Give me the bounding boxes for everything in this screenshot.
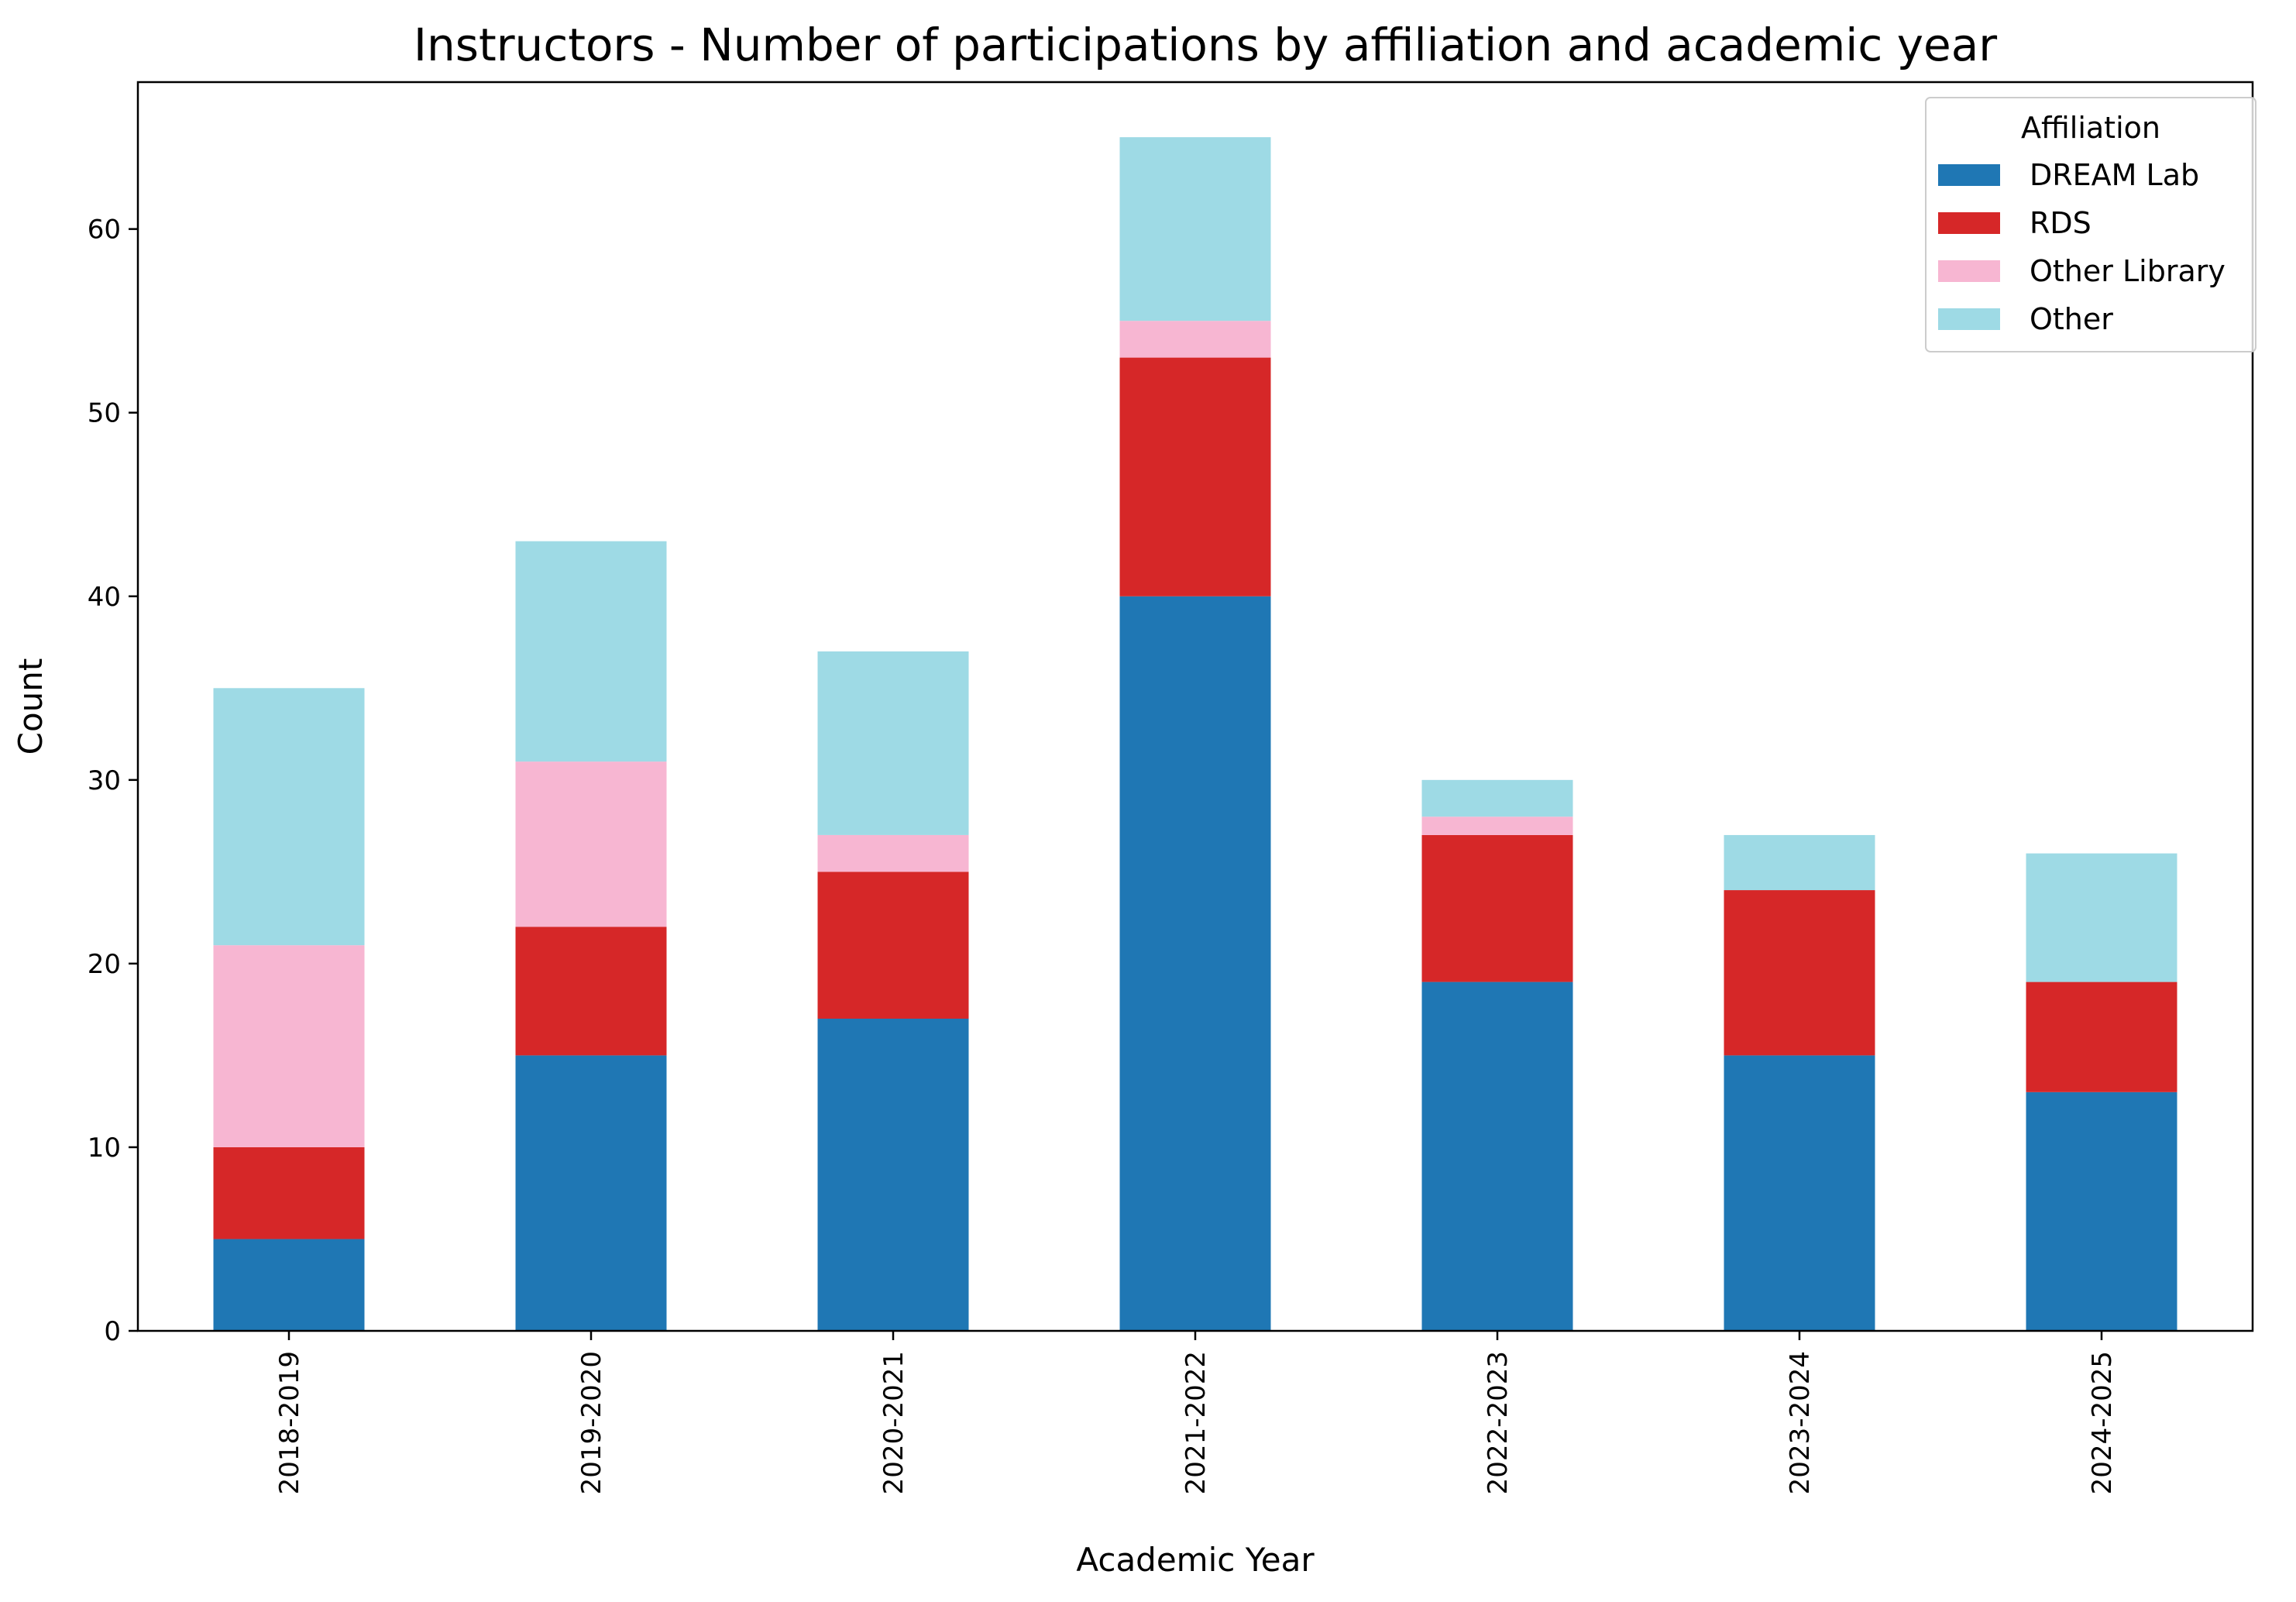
bars-group xyxy=(213,137,2177,1331)
bar-2019-2020-other xyxy=(515,541,667,762)
bar-2022-2023-other-library xyxy=(1421,816,1573,835)
x-tick-label: 2021-2022 xyxy=(1181,1351,1212,1494)
legend-swatch xyxy=(1938,212,2000,234)
x-tick-label: 2020-2021 xyxy=(878,1351,909,1494)
x-tick-label: 2022-2023 xyxy=(1483,1351,1514,1494)
y-axis-label: Count xyxy=(12,658,50,755)
bar-2023-2024-other xyxy=(1724,834,1875,891)
y-tick-label: 60 xyxy=(88,215,121,246)
legend-swatch xyxy=(1938,308,2000,330)
bar-2023-2024-dream-lab xyxy=(1724,1055,1875,1331)
bar-2022-2023-other xyxy=(1421,779,1573,817)
legend-box xyxy=(1925,97,2256,352)
bar-2023-2024-rds xyxy=(1724,890,1875,1056)
bar-2021-2022-other-library xyxy=(1119,321,1271,358)
y-tick-label: 50 xyxy=(88,398,121,429)
bar-2018-2019-rds xyxy=(213,1146,365,1239)
bar-2018-2019-other xyxy=(213,688,365,946)
x-axis: 2018-2019 2019-2020 2020-2021 2021-2022 2022… xyxy=(274,1331,2118,1494)
bar-2021-2022-other xyxy=(1119,137,1271,321)
legend-label: RDS xyxy=(2030,206,2091,240)
y-tick-label: 40 xyxy=(88,582,121,613)
y-tick-label: 10 xyxy=(88,1133,121,1164)
x-axis-label: Academic Year xyxy=(1076,1541,1315,1579)
bar-2022-2023-rds xyxy=(1421,834,1573,982)
legend-label: Other xyxy=(2030,302,2113,336)
bar-2018-2019-dream-lab xyxy=(213,1239,365,1331)
legend-label: DREAM Lab xyxy=(2030,158,2199,192)
bar-2024-2025-rds xyxy=(2026,981,2177,1092)
bar-2019-2020-other-library xyxy=(515,761,667,927)
legend-swatch xyxy=(1938,164,2000,186)
bar-2018-2019-other-library xyxy=(213,945,365,1147)
plot-frame xyxy=(136,81,2254,1332)
bar-2020-2021-other-library xyxy=(817,834,969,872)
bar-2019-2020-dream-lab xyxy=(515,1055,667,1331)
bar-2021-2022-rds xyxy=(1119,357,1271,596)
bar-2022-2023-dream-lab xyxy=(1421,981,1573,1331)
legend: Affiliation DREAM Lab RDS Other Library Oth… xyxy=(1925,97,2256,352)
x-tick-label: 2024-2025 xyxy=(2087,1351,2118,1494)
legend-swatch xyxy=(1938,260,2000,282)
y-axis: 0 10 20 30 40 50 60 xyxy=(88,215,138,1347)
bar-2020-2021-rds xyxy=(817,871,969,1019)
legend-title: Affiliation xyxy=(2021,111,2160,145)
bar-2021-2022-dream-lab xyxy=(1119,596,1271,1331)
bar-2020-2021-other xyxy=(817,651,969,835)
y-tick-label: 0 xyxy=(104,1316,121,1347)
bar-2024-2025-dream-lab xyxy=(2026,1091,2177,1331)
legend-label: Other Library xyxy=(2030,254,2226,288)
bar-2019-2020-rds xyxy=(515,926,667,1056)
bar-2024-2025-other xyxy=(2026,853,2177,982)
x-tick-label: 2018-2019 xyxy=(274,1351,305,1494)
chart-title: Instructors - Number of participations b… xyxy=(414,19,1997,71)
y-tick-label: 20 xyxy=(88,949,121,980)
legend-items: DREAM Lab RDS Other Library Other xyxy=(1938,158,2226,336)
y-tick-label: 30 xyxy=(88,765,121,796)
x-tick-label: 2019-2020 xyxy=(576,1351,607,1494)
x-tick-label: 2023-2024 xyxy=(1785,1351,1816,1494)
bar-2020-2021-dream-lab xyxy=(817,1019,969,1331)
